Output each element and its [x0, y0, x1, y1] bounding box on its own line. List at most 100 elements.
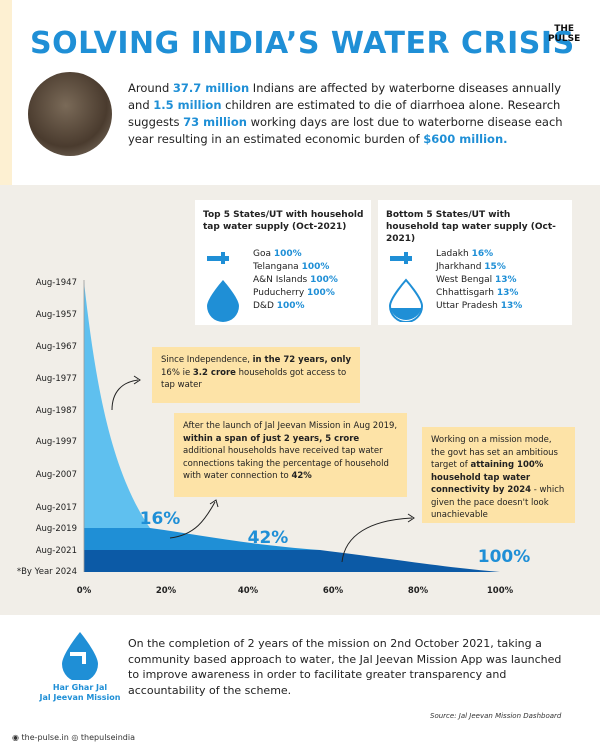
item-list: Goa 100% Telangana 100% A&N Islands 100% Pu… [253, 248, 338, 313]
text-run: additional households have received tap … [183, 446, 389, 481]
x-label: 40% [238, 586, 259, 596]
marker-label: 42% [248, 528, 289, 548]
intro-text: Around 37.7 million Indians are affected… [128, 80, 568, 148]
y-label: Aug-1967 [36, 342, 77, 352]
logo-text: Har Ghar Jal Jal Jeevan Mission [30, 683, 130, 703]
y-label: Aug-2007 [36, 470, 77, 480]
list-item: Goa 100% [253, 248, 338, 261]
item-name: Telangana [253, 262, 299, 272]
item-value: 100% [307, 288, 335, 298]
handle: thepulseindia [80, 733, 136, 742]
y-label: Aug-2021 [36, 546, 77, 556]
x-label: 60% [323, 586, 344, 596]
text-run: 37.7 million [172, 81, 250, 95]
text-run: Around [128, 81, 173, 95]
y-label: Aug-2019 [36, 524, 77, 534]
photo [28, 72, 112, 156]
tap-icon [207, 252, 239, 322]
item-value: 100% [276, 301, 305, 311]
text-run: Indians are affected by waterborne disea… [128, 81, 561, 112]
text-run: working days are lost due to waterborne … [128, 115, 563, 146]
box-title: Top 5 States/UT with household tap water… [203, 210, 364, 232]
social: ◉ the-pulse.in ◎ thepulseindia [12, 733, 136, 742]
list-item: Telangana 100% [253, 261, 338, 274]
text-run: $600 million. [423, 132, 508, 146]
item-value: 13% [496, 288, 519, 298]
arrow-head [133, 375, 141, 385]
item-value: 100% [301, 262, 330, 272]
brand-line: THE [554, 24, 575, 34]
chart: Aug-1947 Aug-1957 Aug-1967 Aug-1977 Aug-1987… [17, 278, 531, 596]
arrow [111, 379, 139, 411]
list-item: West Bengal 13% [436, 274, 522, 287]
area-before-2019 [84, 282, 150, 528]
text-run: 42% [291, 471, 312, 481]
arrow [341, 517, 413, 563]
item-name: Ladakh [436, 249, 469, 259]
item-name: A&N Islands [253, 275, 308, 285]
x-label: 100% [487, 586, 514, 596]
text-run: - which given the pace doesn't look unac… [431, 485, 565, 520]
text-run: attaining 100% household tap water conne… [431, 460, 544, 495]
callout: Since Independence, in the 72 years, onl… [152, 347, 360, 403]
y-label: Aug-1957 [36, 310, 77, 320]
y-label: Aug-1987 [36, 406, 77, 416]
text-run: 3.2 crore [192, 367, 236, 378]
item-name: Puducherry [253, 288, 305, 298]
title: SOLVING INDIA’S WATER CRISIS [30, 26, 575, 61]
website: the-pulse.in [21, 733, 69, 742]
list-item: Chhattisgarh 13% [436, 287, 522, 300]
text-run: children are estimated to die of diarrho… [128, 98, 561, 129]
text-run: Working on a mission mode, the govt has … [431, 435, 558, 470]
list-item: Uttar Pradesh 13% [436, 300, 522, 313]
x-label: 0% [77, 586, 92, 596]
item-name: Jharkhand [436, 262, 482, 272]
item-name: Goa [253, 249, 271, 259]
text-run: households got access to tap water [161, 367, 347, 391]
text-run: in the 72 years, only [252, 355, 351, 365]
item-value: 100% [310, 275, 338, 285]
item-value: 13% [500, 301, 523, 311]
list-item: A&N Islands 100% [253, 274, 338, 287]
item-name: Chhattisgarh [436, 288, 494, 298]
y-label: *By Year 2024 [17, 567, 77, 577]
y-label: Aug-2017 [36, 503, 77, 513]
brand-line: PULSE [548, 34, 581, 44]
arrow [169, 501, 216, 539]
arrow-head [407, 513, 415, 523]
item-list: Ladakh 16% Jharkhand 15% West Bengal 13% Ch… [436, 248, 522, 313]
item-value: 15% [484, 262, 506, 272]
list-item: Jharkhand 15% [436, 261, 522, 274]
text-run: Since Independence, [161, 355, 253, 365]
text-run: 73 million [183, 115, 247, 129]
logo-line: Jal Jeevan Mission [39, 693, 121, 702]
logo-line: Har Ghar Jal [52, 683, 108, 692]
box-title: Bottom 5 States/UT with household tap wa… [386, 210, 556, 244]
text-run: 1.5 million [153, 98, 222, 112]
list-item: Puducherry 100% [253, 287, 338, 300]
source: Source: Jal Jeevan Mission Dashboard [430, 712, 562, 720]
accent-strip [0, 0, 12, 185]
item-name: Uttar Pradesh [436, 301, 498, 311]
marker-label: 100% [478, 547, 531, 567]
list-item: Ladakh 16% [436, 248, 522, 261]
logo-icon [62, 632, 98, 680]
item-value: 16% [471, 249, 494, 259]
area-2019-2021 [84, 528, 320, 550]
item-name: West Bengal [436, 275, 493, 285]
list-item: D&D 100% [253, 300, 338, 313]
text-run: 16% ie [161, 367, 193, 378]
item-value: 100% [273, 249, 302, 259]
marker-label: 16% [140, 509, 181, 529]
x-label: 80% [408, 586, 429, 596]
y-label: Aug-1977 [36, 374, 77, 384]
brand: THE PULSE [548, 24, 580, 44]
x-label: 20% [156, 586, 177, 596]
text-run: After the launch of Jal Jeevan Mission i… [183, 421, 398, 431]
tap-icon [388, 252, 424, 322]
text-run: within a span of just 2 years, 5 crore [183, 433, 360, 444]
callout: After the launch of Jal Jeevan Mission i… [174, 413, 407, 497]
bottom-box: Bottom 5 States/UT with household tap wa… [378, 200, 572, 325]
item-value: 13% [495, 275, 517, 285]
